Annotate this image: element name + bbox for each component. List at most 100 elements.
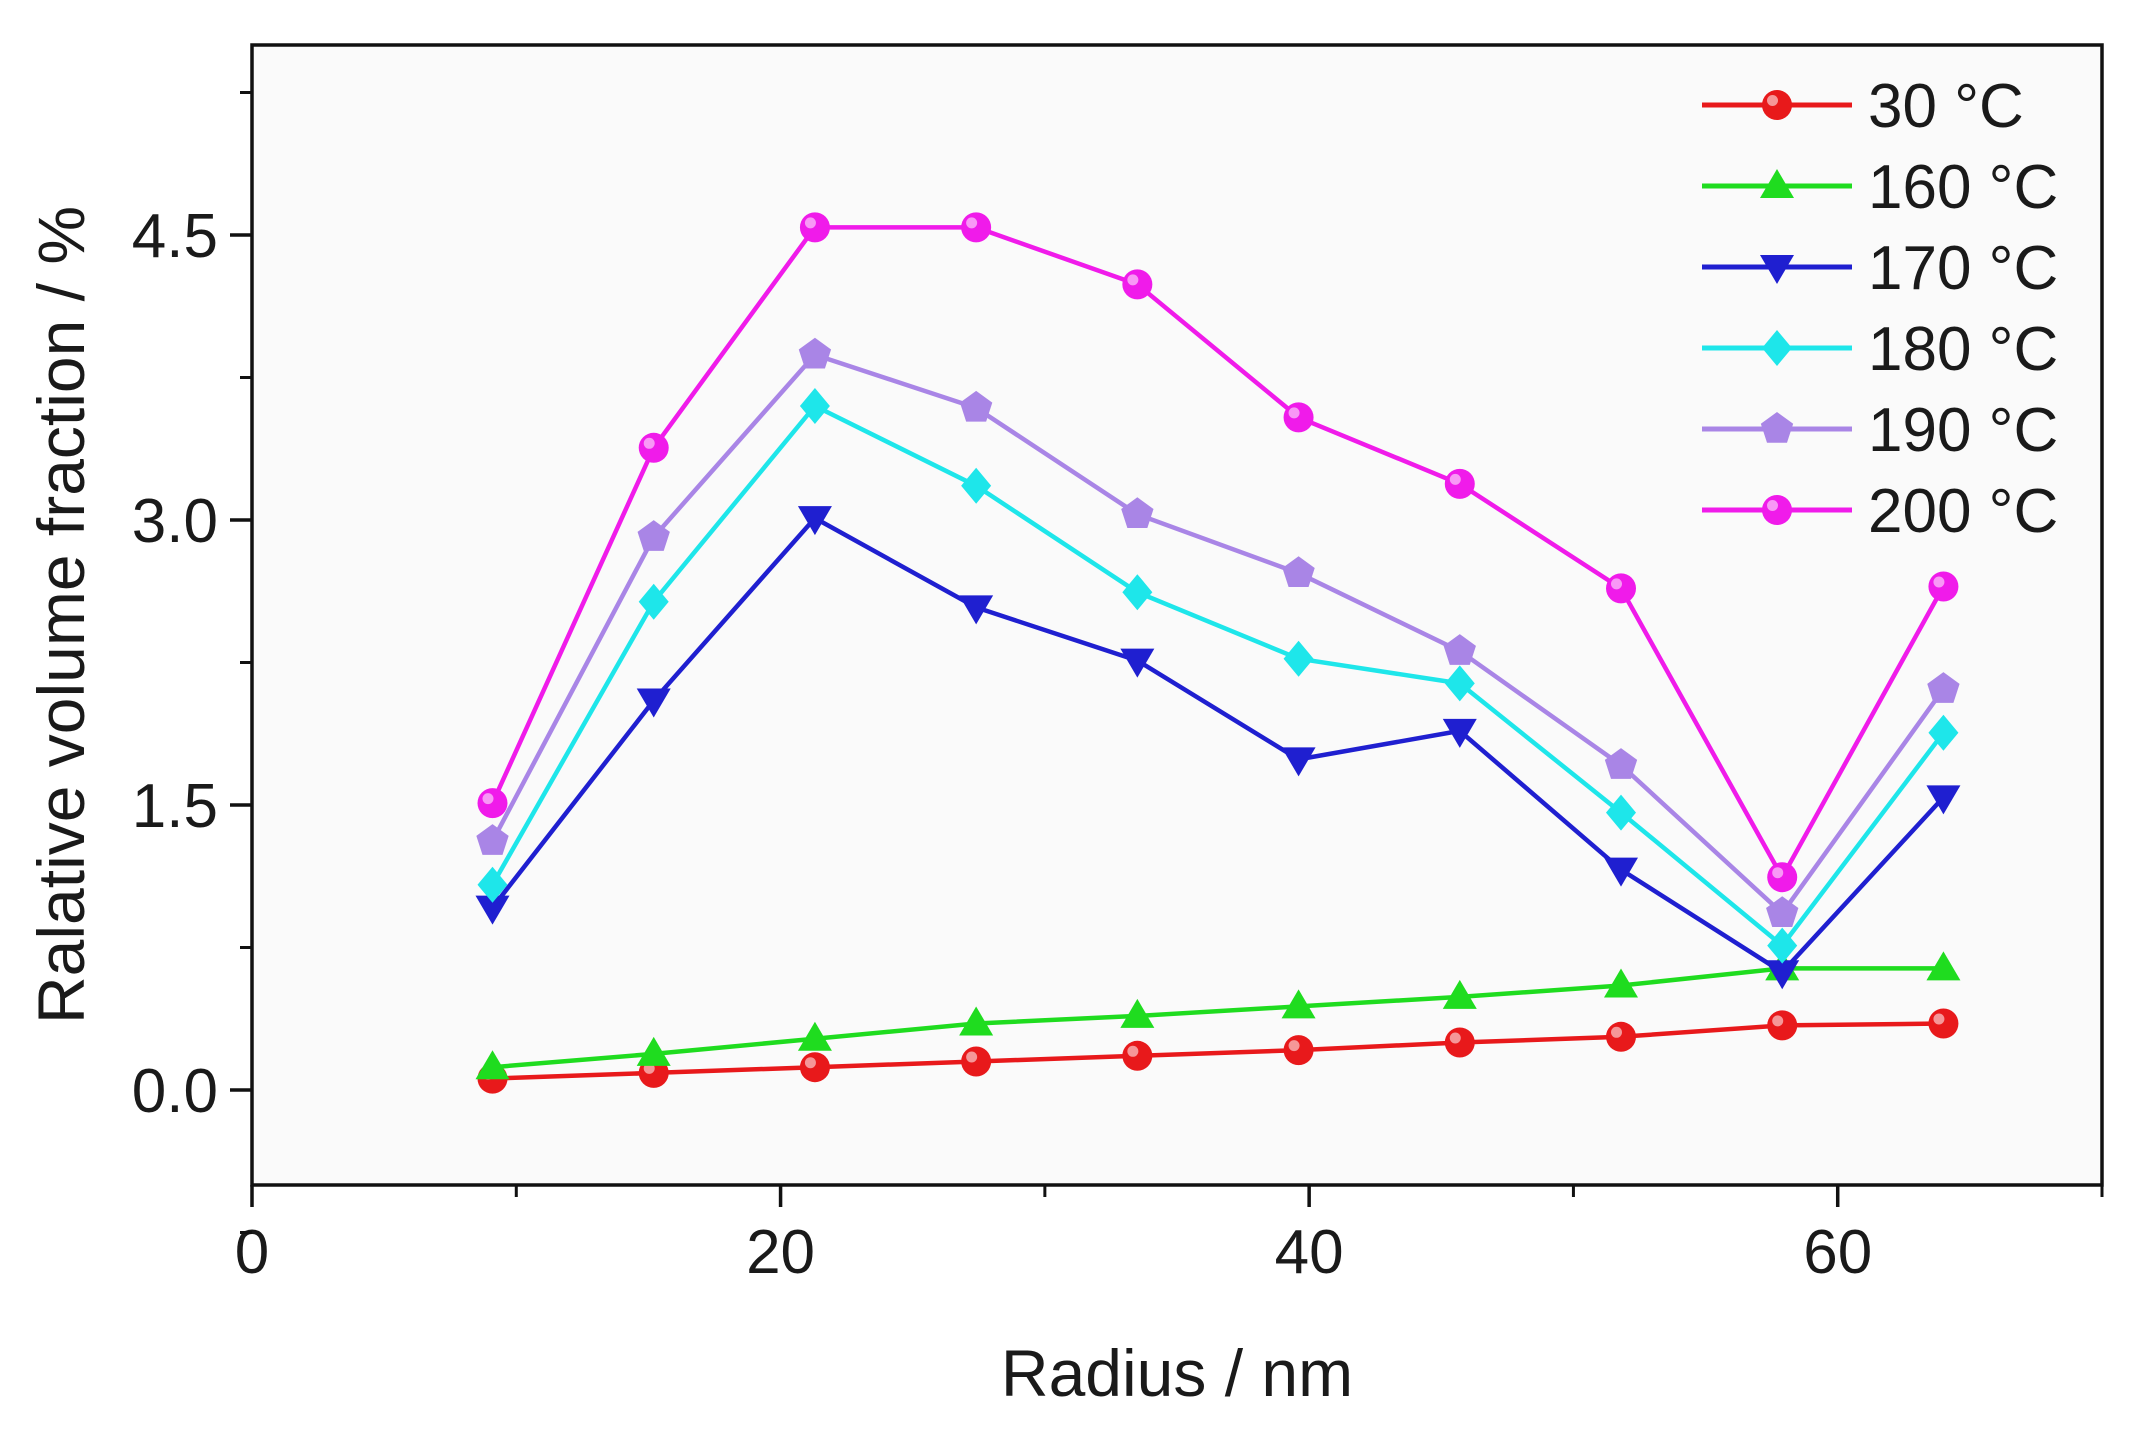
data-point xyxy=(1767,862,1798,893)
data-point-body xyxy=(1928,1008,1959,1039)
data-point-highlight xyxy=(1933,1013,1945,1025)
data-point xyxy=(797,506,832,536)
y-tick-label: 3.0 xyxy=(132,487,218,556)
data-point xyxy=(1604,968,1638,998)
data-point xyxy=(637,520,670,551)
legend: 30 °C 160 °C 170 °C 180 °C 190 °C 200 °C xyxy=(1702,72,2058,546)
data-point xyxy=(1283,1035,1314,1066)
data-point-highlight xyxy=(1449,1032,1461,1044)
data-point-highlight xyxy=(482,793,494,805)
data-point-body xyxy=(638,432,669,463)
legend-marker xyxy=(1762,90,1792,120)
data-point xyxy=(1442,979,1477,1009)
x-tick-label: 0 xyxy=(235,1218,269,1287)
plot-background xyxy=(252,45,2102,1185)
data-point xyxy=(1927,672,1960,703)
x-tick-label: 60 xyxy=(1803,1218,1872,1287)
data-point xyxy=(797,1021,832,1051)
data-point xyxy=(799,212,830,243)
data-point-highlight xyxy=(1772,1015,1784,1027)
data-point xyxy=(959,390,993,422)
legend-item: 200 °C xyxy=(1702,477,2058,546)
data-point xyxy=(1281,989,1316,1019)
legend-marker xyxy=(1760,412,1794,443)
legend-marker xyxy=(1760,169,1794,198)
series-line xyxy=(490,225,1946,880)
data-point xyxy=(1122,1040,1153,1071)
legend-label: 160 °C xyxy=(1868,153,2058,222)
data-point xyxy=(1928,571,1959,602)
data-point xyxy=(1767,927,1798,964)
data-point-highlight xyxy=(1933,576,1945,588)
legend-marker-body xyxy=(1762,495,1792,525)
data-point xyxy=(1766,896,1799,928)
data-point xyxy=(1606,573,1636,604)
data-point-body xyxy=(1606,1021,1636,1052)
data-point xyxy=(1281,747,1316,777)
y-tick-label: 1.5 xyxy=(132,772,218,841)
data-point xyxy=(477,866,508,903)
data-point-highlight xyxy=(1449,473,1461,485)
data-point xyxy=(1444,665,1475,702)
data-point-body xyxy=(1928,571,1959,602)
legend-marker xyxy=(1760,255,1794,284)
data-point xyxy=(959,595,994,625)
data-point-highlight xyxy=(1288,1040,1300,1052)
legend-item: 160 °C xyxy=(1702,153,2058,222)
series-4 xyxy=(476,337,1960,928)
data-point xyxy=(1926,951,1961,981)
data-point xyxy=(1122,574,1153,611)
data-point-highlight xyxy=(1127,1045,1139,1057)
data-point-body xyxy=(1444,468,1475,499)
legend-item: 170 °C xyxy=(1702,234,2058,303)
series-line xyxy=(492,966,1944,1070)
data-point xyxy=(1604,748,1638,779)
data-point-highlight xyxy=(1772,867,1784,879)
series-2 xyxy=(475,506,1961,990)
data-point xyxy=(636,1036,671,1066)
data-point-highlight xyxy=(1611,578,1622,590)
data-point xyxy=(1606,794,1636,831)
data-point xyxy=(798,337,832,369)
x-tick-label: 40 xyxy=(1275,1218,1344,1287)
data-point-body xyxy=(477,788,508,819)
series-layer xyxy=(475,212,1961,1094)
data-point-body xyxy=(1283,1035,1314,1066)
data-point xyxy=(1765,960,1800,990)
legend-item: 190 °C xyxy=(1702,396,2058,465)
data-point xyxy=(961,467,992,504)
legend-label: 170 °C xyxy=(1868,234,2058,303)
data-point xyxy=(475,895,510,925)
series-line xyxy=(492,1021,1944,1081)
data-point-body xyxy=(1444,1027,1475,1058)
data-point xyxy=(959,1006,994,1036)
legend-label: 200 °C xyxy=(1868,477,2058,546)
data-point xyxy=(1121,497,1154,529)
data-point-highlight xyxy=(966,217,978,229)
data-point-highlight xyxy=(966,1051,978,1063)
data-point xyxy=(477,788,508,819)
legend-label: 190 °C xyxy=(1868,396,2058,465)
plot-frame xyxy=(250,43,2104,1187)
data-point xyxy=(961,212,992,243)
data-point xyxy=(1926,785,1961,815)
data-point-body xyxy=(1122,269,1153,300)
data-point xyxy=(475,1050,510,1080)
data-point xyxy=(1122,269,1153,300)
legend-marker xyxy=(1762,495,1792,525)
data-point-highlight xyxy=(1611,1026,1622,1038)
data-point-highlight xyxy=(804,1057,816,1069)
data-point-highlight xyxy=(643,437,655,449)
y-axis-title: Ralative volume fraction / % xyxy=(24,206,98,1024)
data-point xyxy=(1767,1010,1798,1041)
data-point-body xyxy=(1283,402,1314,433)
data-point xyxy=(1444,1027,1475,1058)
data-point xyxy=(799,388,830,424)
data-point-body xyxy=(961,1046,992,1077)
data-point-body xyxy=(1606,573,1636,604)
legend-item: 180 °C xyxy=(1702,315,2058,384)
tick-layer: 0 20 40 60 0.0 1.5 3.0 4.5 xyxy=(132,91,2104,1287)
legend-marker xyxy=(1762,330,1792,366)
data-point xyxy=(961,1046,992,1077)
